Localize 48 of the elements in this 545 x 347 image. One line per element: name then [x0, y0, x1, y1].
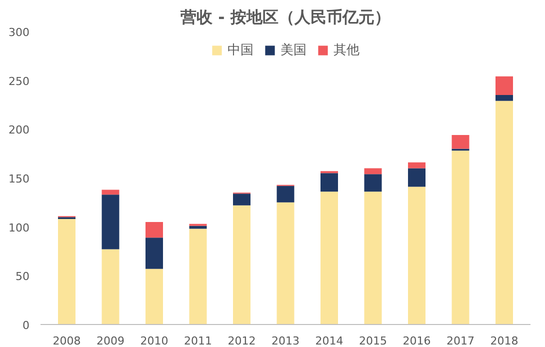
x-tick-label: 2014	[315, 334, 344, 347]
bar	[496, 76, 513, 95]
y-tick-label: 250	[8, 74, 30, 88]
y-tick-label: 100	[8, 221, 30, 234]
x-tick-label: 2009	[96, 334, 125, 347]
bar	[146, 222, 163, 238]
bar	[364, 168, 382, 174]
bar	[320, 173, 338, 192]
bar	[276, 186, 294, 202]
bar	[408, 168, 426, 187]
bar	[189, 228, 207, 324]
legend-label: 其他	[334, 42, 360, 59]
bar	[452, 150, 470, 324]
y-tick-label: 0	[22, 319, 30, 332]
bar	[233, 205, 250, 324]
y-tick-label: 200	[8, 124, 30, 137]
bar	[452, 135, 470, 149]
bar	[320, 192, 338, 324]
legend-label: 中国	[228, 42, 254, 59]
bar	[408, 162, 426, 168]
y-tick-label: 50	[16, 270, 30, 284]
y-tick-label: 300	[8, 26, 30, 39]
x-tick-label: 2012	[228, 334, 256, 347]
x-tick-label: 2008	[52, 334, 81, 347]
bar	[189, 226, 207, 229]
bar	[102, 194, 120, 250]
legend-label: 美国	[280, 42, 306, 59]
bar	[146, 238, 163, 269]
x-tick-label: 2013	[272, 334, 300, 347]
bar	[408, 186, 426, 324]
bar	[364, 192, 382, 324]
chart-title: 营收 - 按地区（人民币亿元）	[180, 8, 390, 26]
bar	[276, 202, 294, 324]
bar	[233, 194, 250, 206]
x-tick-label: 2011	[184, 334, 212, 347]
bar	[364, 174, 382, 192]
x-tick-label: 2015	[359, 334, 388, 347]
x-tick-label: 2017	[446, 334, 475, 347]
bar	[496, 94, 513, 101]
bar	[102, 249, 120, 324]
x-tick-label: 2010	[140, 334, 168, 347]
bar	[496, 100, 513, 324]
x-tick-label: 2018	[490, 334, 518, 347]
bar	[102, 190, 120, 195]
y-tick-label: 150	[8, 172, 30, 186]
bar	[146, 268, 163, 324]
x-tick-label: 2016	[402, 334, 431, 347]
bar	[58, 219, 76, 324]
